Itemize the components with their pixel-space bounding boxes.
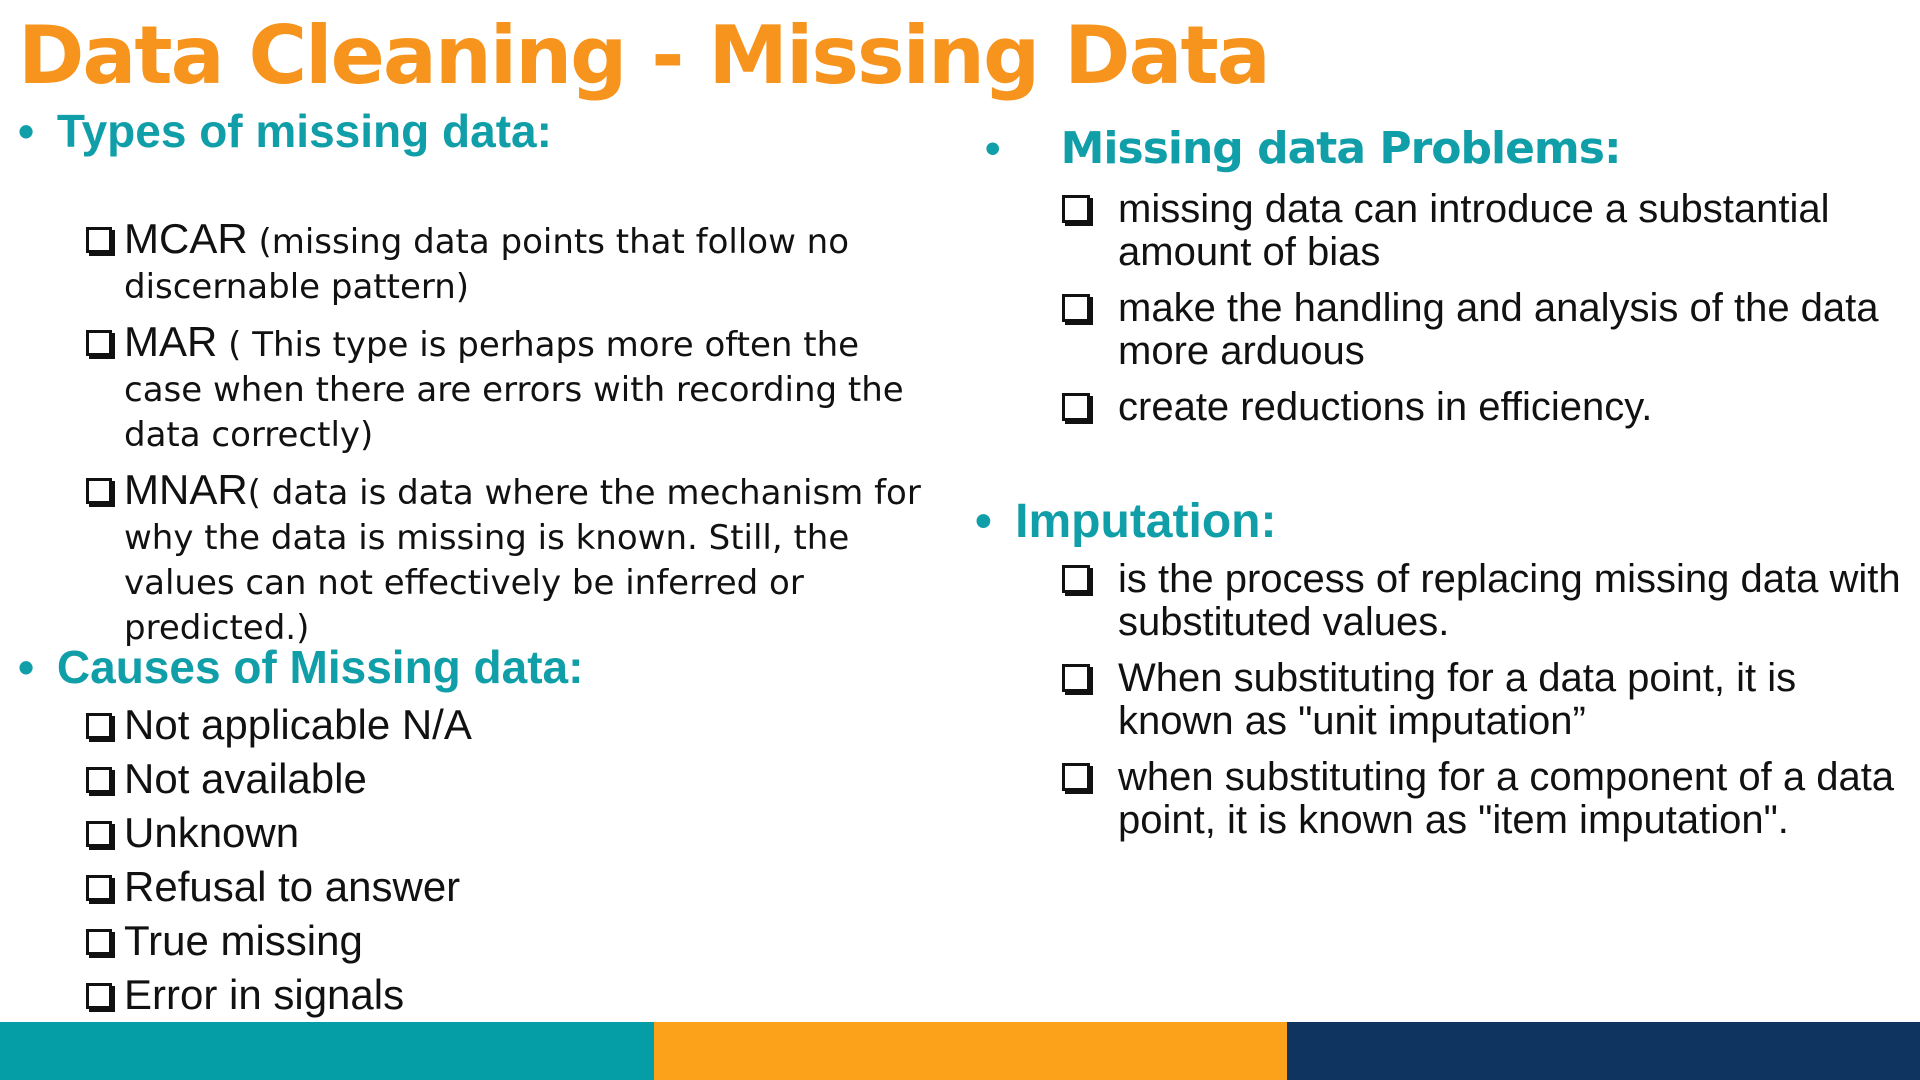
cause-text: Refusal to answer (124, 863, 461, 910)
list-item: missing data can introduce a substantial… (1062, 188, 1902, 274)
causes-heading: • Causes of Missing data: (18, 640, 583, 694)
list-item: make the handling and analysis of the da… (1062, 287, 1902, 373)
checkbox-icon (1062, 195, 1090, 223)
checkbox-icon (86, 478, 112, 504)
bullet-dot: • (18, 641, 35, 693)
cause-text: Error in signals (124, 971, 405, 1018)
checkbox-icon (1062, 294, 1090, 322)
problems-heading: • Missing data Problems: (985, 122, 1622, 176)
footer-segment-orange (654, 1022, 1287, 1080)
checkbox-icon (86, 227, 112, 253)
checkbox-icon (1062, 393, 1090, 421)
problem-text: missing data can introduce a substantial… (1118, 187, 1830, 274)
list-item: When substituting for a data point, it i… (1062, 657, 1902, 743)
problems-list: missing data can introduce a substantial… (1062, 188, 1902, 442)
list-item: MAR ( This type is perhaps more often th… (86, 321, 946, 456)
cause-text: Not available (124, 755, 367, 802)
checkbox-icon (1062, 664, 1090, 692)
footer-segment-navy (1287, 1022, 1920, 1080)
types-heading: • Types of missing data: (18, 104, 552, 158)
list-item: True missing (86, 920, 886, 962)
checkbox-icon (1062, 565, 1090, 593)
bullet-dot: • (975, 495, 992, 548)
list-item: Not applicable N/A (86, 704, 886, 746)
type-term: MNAR (124, 466, 248, 513)
type-desc: ( data is data where the mechanism for w… (124, 473, 921, 648)
cause-text: Not applicable N/A (124, 701, 472, 748)
problems-heading-text: Missing data Problems: (1060, 123, 1622, 174)
list-item: Not available (86, 758, 886, 800)
list-item: MCAR (missing data points that follow no… (86, 218, 946, 308)
cause-text: True missing (124, 917, 363, 964)
type-term: MAR (124, 318, 218, 365)
list-item: is the process of replacing missing data… (1062, 558, 1902, 644)
list-item: MNAR( data is data where the mechanism f… (86, 469, 946, 649)
cause-text: Unknown (124, 809, 300, 856)
footer-segment-teal (0, 1022, 654, 1080)
type-desc: (missing data points that follow no disc… (124, 222, 850, 307)
checkbox-icon (86, 767, 112, 793)
checkbox-icon (1062, 763, 1090, 791)
imputation-text: when substituting for a component of a d… (1118, 755, 1895, 842)
checkbox-icon (86, 821, 112, 847)
list-item: create reductions in efficiency. (1062, 386, 1902, 429)
problem-text: create reductions in efficiency. (1118, 385, 1653, 429)
list-item: when substituting for a component of a d… (1062, 756, 1902, 842)
imputation-list: is the process of replacing missing data… (1062, 558, 1902, 855)
causes-heading-text: Causes of Missing data: (56, 641, 584, 693)
checkbox-icon (86, 875, 112, 901)
causes-list: Not applicable N/A Not available Unknown… (86, 704, 886, 1028)
checkbox-icon (86, 330, 112, 356)
type-term: MCAR (124, 215, 248, 262)
bullet-dot: • (18, 105, 35, 157)
list-item: Refusal to answer (86, 866, 886, 908)
footer-bar (0, 1022, 1920, 1080)
checkbox-icon (86, 983, 112, 1009)
checkbox-icon (86, 929, 112, 955)
list-item: Error in signals (86, 974, 886, 1016)
problem-text: make the handling and analysis of the da… (1118, 286, 1879, 373)
imputation-heading-text: Imputation: (1015, 495, 1277, 548)
imputation-heading: • Imputation: (975, 494, 1276, 550)
bullet-dot: • (985, 124, 1001, 173)
imputation-text: When substituting for a data point, it i… (1118, 656, 1797, 743)
checkbox-icon (86, 713, 112, 739)
types-heading-text: Types of missing data: (56, 105, 552, 157)
types-list: MCAR (missing data points that follow no… (86, 218, 946, 662)
imputation-text: is the process of replacing missing data… (1118, 557, 1901, 644)
type-desc: ( This type is perhaps more often the ca… (124, 325, 904, 455)
list-item: Unknown (86, 812, 886, 854)
slide-title: Data Cleaning - Missing Data (18, 9, 1271, 102)
